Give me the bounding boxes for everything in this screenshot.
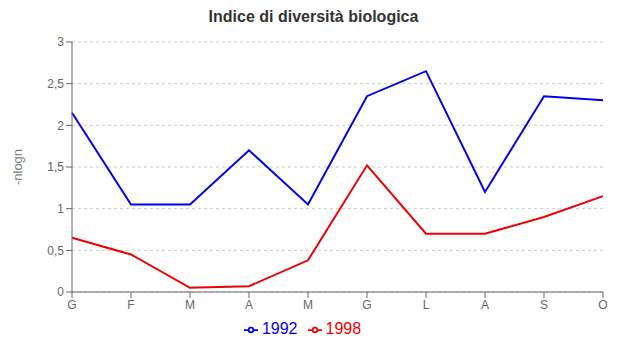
svg-text:3: 3 xyxy=(57,35,64,49)
svg-text:L: L xyxy=(423,298,430,312)
svg-text:2: 2 xyxy=(57,119,64,133)
html-text:Indice di diversità biologica: Indice di diversità biologica xyxy=(208,8,419,25)
svg-text:A: A xyxy=(245,298,253,312)
svg-text:O: O xyxy=(598,298,607,312)
svg-text:F: F xyxy=(127,298,134,312)
svg-text:2,5: 2,5 xyxy=(47,77,64,91)
html-text:1998: 1998 xyxy=(325,320,362,337)
svg-text:1,5: 1,5 xyxy=(47,160,64,174)
html-text:1992: 1992 xyxy=(261,320,298,337)
svg-text:S: S xyxy=(540,298,548,312)
svg-text:M: M xyxy=(185,298,195,312)
svg-text:-nlogn: -nlogn xyxy=(10,149,25,185)
svg-text:0: 0 xyxy=(57,285,64,299)
svg-text:0,5: 0,5 xyxy=(47,244,64,258)
svg-text:M: M xyxy=(303,298,313,312)
svg-text:G: G xyxy=(67,298,76,312)
svg-text:1: 1 xyxy=(57,202,64,216)
svg-text:G: G xyxy=(362,298,371,312)
svg-text:A: A xyxy=(481,298,489,312)
